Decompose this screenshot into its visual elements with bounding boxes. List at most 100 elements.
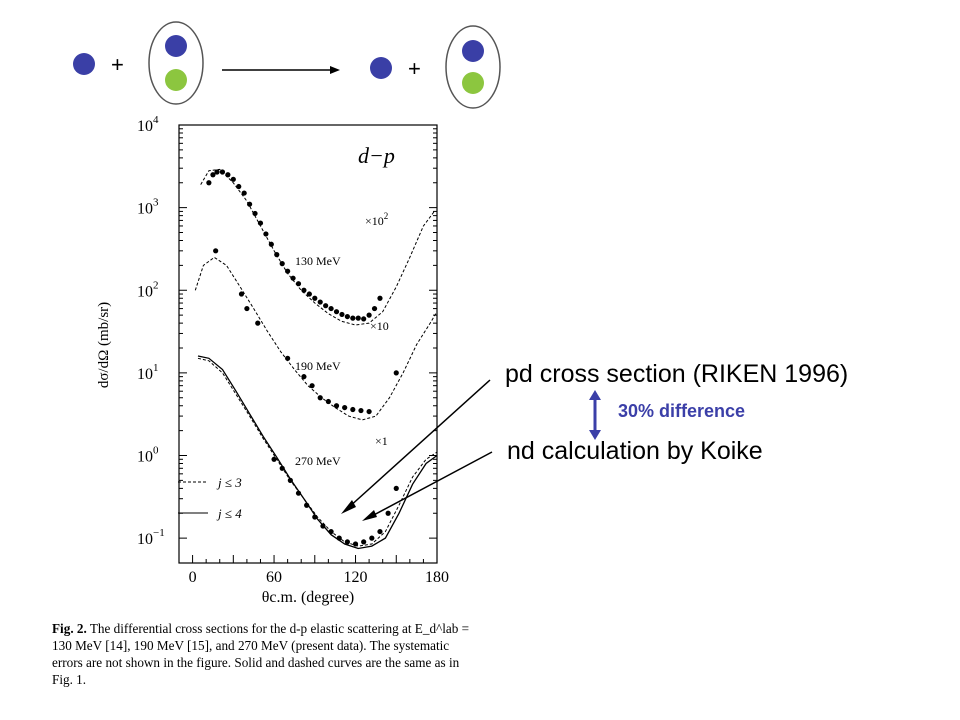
caption-fig-number: Fig. 2.: [52, 621, 87, 636]
nd-calculation-label: nd calculation by Koike: [507, 437, 763, 465]
x-axis-label: θc.m. (degree): [262, 589, 355, 606]
series-name-label: 270 MeV: [295, 454, 341, 468]
data-point: [279, 261, 285, 267]
data-point: [328, 305, 334, 312]
data-point: [263, 231, 269, 237]
x-tick-label: 120: [344, 569, 368, 586]
caption-text: The differential cross sections for the …: [52, 621, 470, 687]
data-point: [317, 395, 323, 401]
data-point: [244, 305, 250, 312]
deuteron-proton-ball: [73, 53, 95, 75]
data-point: [369, 535, 375, 541]
data-point: [274, 252, 280, 258]
x-tick-labels: 0 60 120 180: [189, 569, 449, 586]
data-point: [323, 303, 329, 309]
y-tick-label: 10−1: [137, 527, 165, 548]
data-point: [355, 315, 361, 321]
data-point: [328, 528, 334, 535]
data-point: [206, 180, 212, 186]
data-point: [342, 404, 348, 411]
difference-arrow-up-head: [589, 390, 601, 400]
proton-ball: [370, 57, 392, 79]
pd-cross-section-label: pd cross section (RIKEN 1996): [505, 360, 849, 388]
y-tick-labels: 10−1 100 101 102 103 104: [137, 115, 165, 548]
data-point: [271, 456, 277, 462]
data-point: [361, 539, 367, 545]
data-point: [317, 299, 323, 305]
deuteron-neutron-ball: [165, 69, 187, 91]
data-point: [393, 370, 399, 376]
plot-frame: [178, 124, 438, 564]
data-point: [214, 169, 220, 175]
deuteron-outline: [148, 21, 204, 105]
data-point: [247, 201, 253, 207]
data-point: [366, 312, 372, 318]
tick-marks: [179, 124, 438, 563]
deuteron-proton-ball: [165, 35, 187, 57]
legend: j ≤ 3 j ≤ 4: [178, 475, 242, 521]
y-tick-label: 101: [137, 362, 159, 383]
plus-sign-right: +: [408, 56, 421, 81]
data-point: [320, 523, 326, 529]
data-point: [301, 287, 307, 293]
data-point: [285, 355, 291, 361]
data-point: [257, 220, 264, 226]
legend-label-dashed: j ≤ 3: [216, 475, 242, 490]
data-point: [210, 172, 216, 178]
data-point: [219, 169, 226, 175]
y-tick-label: 100: [137, 445, 159, 466]
dashed-curve: [194, 256, 438, 421]
reaction-arrow-head: [330, 66, 340, 74]
y-tick-label: 102: [137, 279, 159, 300]
data-point: [285, 268, 291, 274]
deuteron-neutron-ball-right: [462, 72, 484, 94]
data-point: [385, 510, 391, 516]
series-scale-label: ×102: [365, 211, 388, 228]
data-point: [268, 241, 274, 247]
data-point: [350, 315, 356, 321]
y-tick-label: 103: [137, 197, 159, 218]
data-point: [371, 305, 378, 312]
data-point: [301, 374, 307, 380]
data-point: [339, 311, 345, 318]
series-name-label: 130 MeV: [295, 254, 341, 268]
data-point: [336, 535, 342, 541]
data-point: [377, 528, 383, 535]
data-point: [287, 477, 293, 483]
dashed-curve: [200, 168, 435, 326]
data-point: [377, 295, 383, 301]
data-point: [306, 291, 312, 297]
x-tick-label: 180: [425, 569, 449, 586]
data-point: [304, 502, 310, 508]
data-point: [393, 485, 399, 491]
data-point: [312, 514, 318, 520]
x-tick-label: 0: [189, 569, 197, 586]
data-point: [350, 406, 356, 413]
y-axis-label: dσ/dΩ (mb/sr): [96, 302, 112, 388]
data-point: [352, 541, 359, 547]
data-point: [361, 316, 367, 322]
data-point: [344, 539, 350, 545]
reaction-diagram: [73, 21, 501, 109]
data-point: [333, 309, 340, 315]
data-point: [344, 313, 350, 320]
data-point: [230, 176, 236, 182]
data-point: [255, 320, 261, 326]
series-name-label: 190 MeV: [295, 359, 341, 373]
legend-label-solid: j ≤ 4: [216, 506, 242, 521]
data-point: [325, 398, 331, 405]
deuteron-outline-right: [445, 25, 501, 109]
series-scale-label: ×10: [370, 319, 389, 333]
data-point: [241, 190, 247, 196]
plus-sign-left: +: [111, 52, 124, 77]
data-point: [236, 183, 242, 190]
data-point: [252, 210, 258, 217]
data-point: [290, 275, 296, 281]
figure-caption: Fig. 2. The differential cross sections …: [52, 620, 472, 688]
data-point: [225, 172, 231, 178]
data-point: [279, 465, 285, 471]
data-point: [312, 295, 318, 301]
data-point: [238, 291, 245, 297]
